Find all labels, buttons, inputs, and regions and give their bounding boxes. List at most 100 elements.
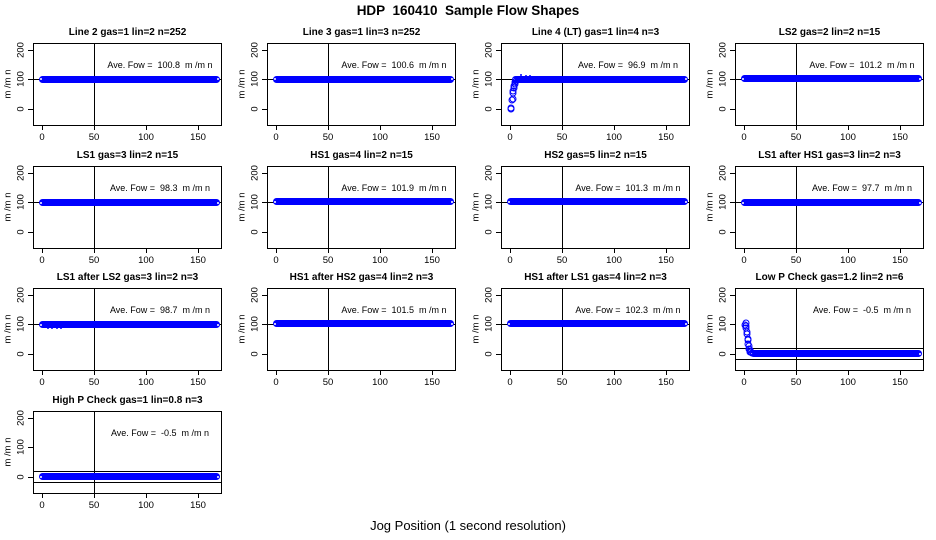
x-tick-label: 50 <box>556 255 568 266</box>
y-tick-label: 200 <box>483 41 495 58</box>
x-tick <box>562 248 563 253</box>
x-tick <box>198 493 199 498</box>
x-tick-label: 100 <box>840 132 856 143</box>
data-band <box>39 473 220 481</box>
ave-flow-annotation: Ave. Fow = -0.5 m /m n <box>110 428 210 438</box>
y-tick-label: 200 <box>15 164 27 181</box>
x-tick <box>744 370 745 375</box>
y-tick-label: 0 <box>717 228 729 235</box>
data-band <box>741 75 922 83</box>
x-tick-label: 150 <box>424 255 440 266</box>
x-tick <box>900 125 901 130</box>
band-end-cap <box>742 201 744 204</box>
subplot-title: LS2 gas=2 lin=2 n=15 <box>778 27 881 38</box>
x-tick-label: 50 <box>322 255 334 266</box>
band-end-cap <box>40 201 42 204</box>
x-tick <box>900 370 901 375</box>
y-tick <box>28 324 33 326</box>
x-tick <box>666 370 667 375</box>
subplot-title: Low P Check gas=1.2 lin=2 n=6 <box>755 272 904 283</box>
subplot-title: Line 4 (LT) gas=1 lin=4 n=3 <box>531 27 660 38</box>
x-tick <box>146 370 147 375</box>
y-tick-label: 100 <box>717 71 729 88</box>
x-tick <box>198 370 199 375</box>
subplot-panel: HS1 gas=4 lin=2 n=15 0 100 200 0 50 100 150 m /m… <box>237 150 456 266</box>
y-tick-label: 200 <box>717 41 729 58</box>
data-point <box>512 77 520 85</box>
x-tick <box>94 248 95 253</box>
reference-vline <box>328 44 329 125</box>
x-tick <box>744 125 745 130</box>
x-tick-label: 100 <box>606 377 622 388</box>
x-tick <box>42 125 43 130</box>
y-tick-label: 100 <box>15 194 27 211</box>
x-tick-label: 50 <box>556 132 568 143</box>
x-tick-label: 0 <box>507 255 513 266</box>
y-tick-label: 200 <box>249 164 261 181</box>
subplot-title: HS1 after HS2 gas=4 lin=2 n=3 <box>289 272 434 283</box>
subplot-title: Line 2 gas=1 lin=2 n=252 <box>68 27 187 38</box>
data-dot <box>55 327 58 329</box>
ave-flow-annotation: Ave. Fow = 101.3 m /m n <box>575 183 681 193</box>
y-tick <box>730 79 735 81</box>
y-tick <box>730 108 735 110</box>
y-tick-label: 0 <box>483 350 495 357</box>
data-band <box>507 198 688 206</box>
subplot-panel: LS1 after LS2 gas=3 lin=2 n=3 0 100 200 0 50 1… <box>3 272 222 388</box>
y-tick <box>262 324 267 326</box>
data-band <box>273 198 454 206</box>
y-tick <box>262 79 267 81</box>
x-tick <box>276 248 277 253</box>
y-tick-label: 0 <box>717 350 729 357</box>
x-tick-label: 150 <box>190 500 206 511</box>
x-tick <box>796 248 797 253</box>
ave-flow-annotation: Ave. Fow = 100.8 m /m n <box>107 60 213 70</box>
x-tick-label: 100 <box>840 377 856 388</box>
y-tick <box>28 353 33 355</box>
band-end-cap <box>508 322 510 325</box>
subplot-title: LS1 after HS1 gas=3 lin=2 n=3 <box>758 150 901 161</box>
y-tick <box>28 447 33 449</box>
ave-flow-annotation: Ave. Fow = 97.7 m /m n <box>811 183 913 193</box>
x-tick-label: 150 <box>658 255 674 266</box>
x-tick-label: 0 <box>39 255 45 266</box>
y-tick-label: 100 <box>717 194 729 211</box>
x-tick <box>94 370 95 375</box>
band-end-cap <box>918 201 921 204</box>
ave-flow-annotation: Ave. Fow = 101.5 m /m n <box>341 305 447 315</box>
subplot-title: Line 3 gas=1 lin=3 n=252 <box>302 27 421 38</box>
subplot-panel: High P Check gas=1 lin=0.8 n=3 0 100 200 0 50… <box>3 395 222 511</box>
band-end-cap <box>40 323 42 326</box>
x-tick <box>796 125 797 130</box>
band-end-cap <box>508 200 510 203</box>
y-tick-label: 100 <box>15 439 27 456</box>
y-tick <box>730 353 735 355</box>
x-tick <box>848 248 849 253</box>
x-tick-label: 50 <box>88 255 100 266</box>
data-dot <box>524 75 527 77</box>
x-tick-label: 0 <box>39 132 45 143</box>
y-axis-label: m /m n <box>2 437 14 467</box>
x-tick-label: 50 <box>88 132 100 143</box>
reference-hline <box>736 347 923 349</box>
y-tick-label: 0 <box>249 350 261 357</box>
x-tick <box>432 248 433 253</box>
subplot-panel: Line 3 gas=1 lin=3 n=252 0 100 200 0 50 100 150… <box>237 27 456 143</box>
x-tick <box>848 370 849 375</box>
x-tick-label: 100 <box>840 255 856 266</box>
y-tick-label: 200 <box>717 286 729 303</box>
y-tick <box>496 108 501 110</box>
x-tick-label: 150 <box>190 132 206 143</box>
x-tick-label: 0 <box>741 132 747 143</box>
subplot-panel: LS1 after HS1 gas=3 lin=2 n=3 0 100 200 0 50 1… <box>705 150 924 266</box>
y-tick <box>730 172 735 174</box>
y-tick <box>496 202 501 204</box>
x-tick <box>42 248 43 253</box>
reference-hline <box>34 470 221 472</box>
data-dot <box>528 74 531 77</box>
x-tick-label: 50 <box>790 132 802 143</box>
y-axis-label: m /m n <box>704 69 716 99</box>
x-tick-label: 100 <box>138 255 154 266</box>
x-tick-label: 150 <box>424 377 440 388</box>
y-tick <box>496 172 501 174</box>
